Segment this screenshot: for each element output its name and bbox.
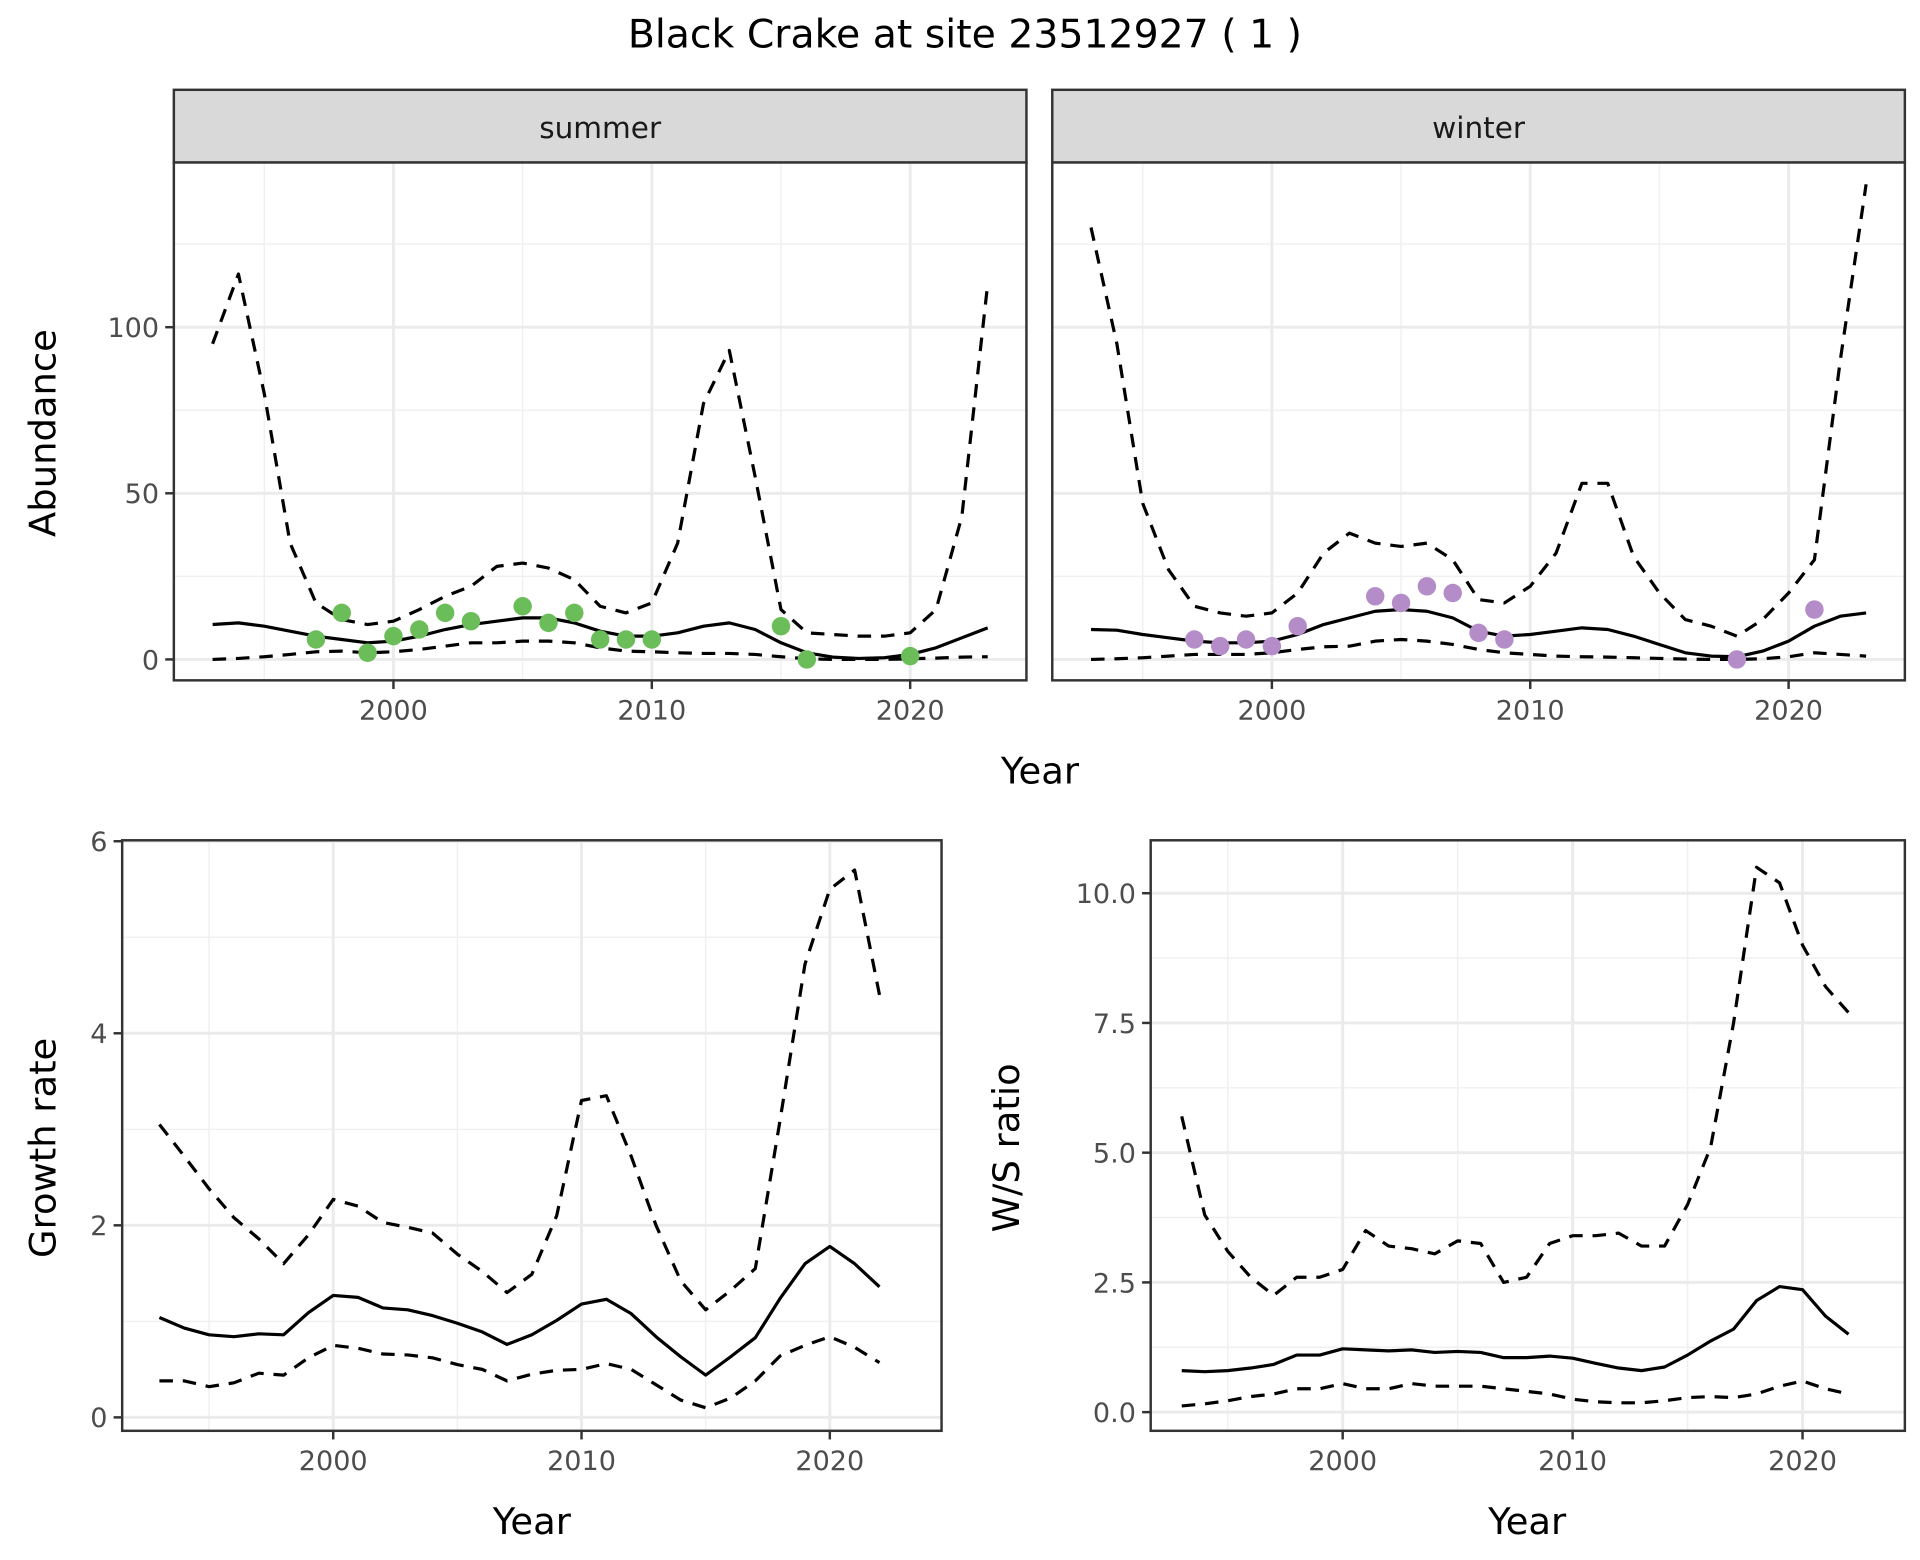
- data-point: [797, 650, 817, 669]
- y-tick-label: 2.5: [1093, 1268, 1136, 1299]
- mean-line: [158, 1244, 881, 1377]
- data-point: [590, 630, 610, 649]
- panel-background: [173, 162, 1027, 681]
- y-axis-title: W/S ratio: [985, 1063, 1028, 1232]
- facet-label: winter: [1432, 111, 1526, 145]
- panel: 2000 2010 2020 0.0 2.5 5.0 7.5 10.0 Year W/S rati…: [985, 839, 1907, 1543]
- y-tick-label: 7.5: [1093, 1009, 1136, 1040]
- facet-label: summer: [539, 111, 662, 145]
- data-point: [1443, 583, 1462, 603]
- interval-line: [159, 1335, 881, 1410]
- y-tick-label: 10.0: [1076, 879, 1136, 910]
- x-tick-label: 2020: [1768, 1446, 1837, 1477]
- y-tick-label: 100: [107, 313, 159, 344]
- interval-line: [1089, 184, 1868, 638]
- data-point: [1805, 600, 1824, 619]
- y-tick-label: 5.0: [1093, 1139, 1136, 1170]
- panel: 2000 2010 2020 0 50 100 summer Year Abundance: [22, 88, 1080, 793]
- y-tick-label: 2: [90, 1211, 107, 1242]
- data-point: [565, 603, 584, 623]
- mean-line: [1181, 1284, 1850, 1374]
- data-point: [1288, 616, 1307, 636]
- interval-line: [158, 868, 882, 1312]
- data-point: [1210, 636, 1230, 656]
- data-point: [1262, 636, 1282, 656]
- x-axis-title: Year: [492, 1500, 572, 1543]
- x-axis-title: Year: [1487, 1500, 1567, 1543]
- data-point: [384, 626, 403, 646]
- data-point: [1185, 630, 1204, 649]
- data-point: [306, 630, 326, 649]
- y-tick-label: 0: [90, 1403, 107, 1434]
- panel-background: [1052, 162, 1905, 681]
- x-tick-label: 2010: [1538, 1446, 1607, 1477]
- interval-line: [1180, 865, 1850, 1297]
- x-tick-label: 2020: [1754, 696, 1823, 727]
- x-axis-title: Year: [1000, 750, 1080, 793]
- data-point: [1495, 630, 1514, 649]
- figure-title: Black Crake at site 23512927 ( 1 ): [628, 11, 1302, 57]
- x-tick-label: 2010: [617, 696, 686, 727]
- x-tick-label: 2010: [1496, 696, 1565, 727]
- x-tick-label: 2000: [299, 1446, 368, 1477]
- x-tick-label: 2000: [1237, 696, 1306, 727]
- data-point: [1727, 650, 1747, 669]
- data-point: [358, 643, 377, 662]
- data-point: [539, 613, 558, 633]
- data-point: [1469, 623, 1488, 643]
- panel-border: [120, 839, 943, 1433]
- y-axis-title: Abundance: [22, 329, 65, 537]
- data-point: [1236, 630, 1256, 649]
- panel: 2000 2010 2020 winter: [1051, 88, 1907, 727]
- y-tick-label: 50: [125, 479, 159, 510]
- x-tick-label: 2020: [876, 696, 945, 727]
- facet-strip: [172, 88, 1028, 164]
- data-point: [410, 620, 429, 639]
- data-point: [1365, 587, 1385, 606]
- panel: 2000 2010 2020 0 2 4 6 Year Growth rate: [22, 827, 943, 1543]
- facet-strip: [1051, 88, 1907, 164]
- data-point: [771, 616, 791, 636]
- interval-line: [1181, 1379, 1849, 1408]
- data-point: [332, 603, 352, 623]
- data-point: [616, 630, 636, 649]
- y-tick-label: 4: [90, 1019, 107, 1050]
- x-tick-label: 2000: [359, 696, 428, 727]
- y-tick-label: 0: [142, 645, 159, 676]
- x-tick-label: 2000: [1308, 1446, 1377, 1477]
- y-tick-label: 6: [90, 827, 107, 858]
- y-tick-label: 0.0: [1093, 1398, 1136, 1429]
- panel-border: [1149, 839, 1907, 1433]
- data-point: [642, 630, 662, 649]
- data-point: [513, 597, 532, 616]
- data-point: [1391, 593, 1411, 613]
- data-point: [900, 646, 920, 666]
- x-tick-label: 2020: [795, 1446, 864, 1477]
- data-point: [461, 611, 481, 631]
- data-point: [435, 603, 455, 623]
- panel-background: [1150, 840, 1905, 1431]
- y-axis-title: Growth rate: [22, 1038, 65, 1258]
- interval-line: [212, 639, 988, 662]
- data-point: [1417, 577, 1437, 596]
- x-tick-label: 2010: [547, 1446, 616, 1477]
